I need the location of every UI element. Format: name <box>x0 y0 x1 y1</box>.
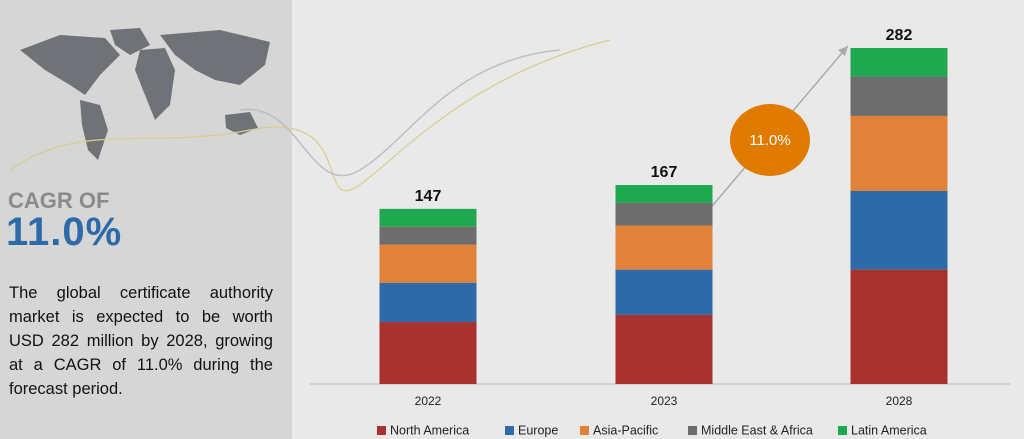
bar-segment <box>379 244 477 283</box>
bar-segment <box>850 76 948 116</box>
total-label: 282 <box>886 27 913 44</box>
legend-swatch <box>688 426 697 435</box>
cagr-label: CAGR OF <box>8 188 110 213</box>
x-tick-label: 2028 <box>886 394 913 408</box>
legend-label: Europe <box>518 423 558 437</box>
cagr-bubble-label: 11.0% <box>749 132 790 149</box>
bar-segment <box>850 115 948 191</box>
bar-segment <box>379 322 477 384</box>
decor-curve <box>239 49 561 177</box>
bar-segment <box>379 282 477 323</box>
legend-label: Asia-Pacific <box>593 423 658 437</box>
legend-label: North America <box>390 423 469 437</box>
arrow-head <box>838 46 848 56</box>
x-tick-label: 2023 <box>651 394 678 408</box>
cagr-value: 11.0% <box>6 210 123 254</box>
legend-swatch <box>838 426 847 435</box>
legend-swatch <box>580 426 589 435</box>
x-tick-label: 2022 <box>415 394 442 408</box>
cagr-bubble <box>730 104 810 176</box>
legend-swatch <box>377 426 386 435</box>
total-label: 147 <box>415 188 442 205</box>
bar-segment <box>615 314 713 384</box>
decor-curve <box>9 39 611 192</box>
bar-segment <box>850 269 948 384</box>
bar-segment <box>379 208 477 227</box>
bar-segment <box>379 226 477 245</box>
bar-segment <box>850 48 948 77</box>
world-map <box>20 28 270 160</box>
description: The global certificate authority market … <box>9 284 273 398</box>
bar-segment <box>615 269 713 315</box>
bar-segment <box>615 202 713 226</box>
total-label: 167 <box>651 164 678 181</box>
bar-segment <box>615 185 713 203</box>
legend-label: Latin America <box>851 423 927 437</box>
bar-segment <box>615 225 713 270</box>
legend-label: Middle East & Africa <box>701 423 813 437</box>
bar-segment <box>850 190 948 270</box>
legend-swatch <box>505 426 514 435</box>
